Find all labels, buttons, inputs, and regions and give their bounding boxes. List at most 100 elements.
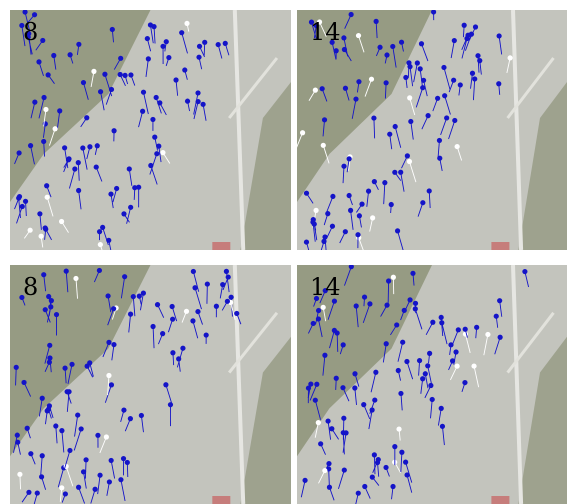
agent — [462, 380, 467, 385]
panel-label: 14 — [310, 273, 341, 301]
agent — [36, 59, 41, 64]
agent — [444, 115, 449, 120]
agent — [304, 191, 309, 196]
agent — [204, 332, 209, 337]
agent — [229, 295, 234, 300]
agent — [20, 204, 25, 209]
agent — [160, 331, 165, 336]
agent — [102, 72, 107, 77]
agent — [75, 412, 80, 417]
agent — [420, 200, 425, 205]
agent — [97, 229, 102, 234]
agent — [442, 93, 447, 98]
agent — [311, 321, 316, 326]
agent — [32, 12, 37, 17]
agent — [15, 433, 20, 438]
agent — [168, 402, 173, 407]
agent — [26, 490, 31, 495]
agent — [109, 382, 114, 387]
agent — [97, 268, 102, 273]
agent — [40, 396, 45, 401]
agent — [205, 281, 210, 286]
agent — [362, 294, 367, 299]
agent — [214, 304, 219, 309]
agent — [154, 151, 159, 156]
agent — [81, 469, 86, 474]
agent — [53, 423, 58, 428]
page: 814814 (() => { const data = JSON.parse(… — [0, 0, 567, 504]
agent — [105, 293, 110, 298]
agent — [439, 315, 444, 320]
agent — [349, 264, 354, 269]
agent — [35, 490, 40, 495]
agent — [419, 41, 424, 46]
agent — [150, 324, 155, 329]
agent — [81, 80, 86, 85]
agent — [28, 143, 33, 148]
agent — [17, 472, 22, 477]
agent — [83, 457, 88, 462]
agent — [362, 484, 367, 489]
agent — [497, 298, 502, 303]
agent — [320, 86, 325, 91]
agent — [334, 48, 339, 53]
agent — [400, 340, 405, 345]
vehicle — [212, 242, 230, 250]
panel — [296, 9, 567, 262]
agent — [372, 397, 377, 402]
vehicle — [491, 496, 509, 504]
agent — [321, 143, 326, 148]
agent — [109, 458, 114, 463]
agent — [341, 35, 346, 40]
agent — [100, 225, 105, 230]
agent — [452, 118, 457, 123]
agent — [154, 95, 159, 100]
agent — [196, 55, 201, 60]
agent — [114, 186, 119, 191]
agent — [347, 193, 352, 198]
agent — [37, 211, 42, 216]
agent — [47, 343, 52, 348]
agent — [475, 53, 480, 58]
agent — [76, 160, 81, 165]
agent — [354, 303, 359, 308]
agent — [43, 307, 48, 312]
trajectory — [374, 455, 375, 474]
agent — [173, 77, 178, 82]
agent — [417, 358, 422, 363]
agent — [370, 215, 375, 220]
agent — [356, 33, 361, 38]
agent — [128, 312, 133, 317]
agent — [40, 38, 45, 43]
agent — [439, 406, 444, 411]
agent — [359, 202, 364, 207]
agent — [470, 71, 475, 76]
agent — [330, 224, 335, 229]
agent — [450, 358, 455, 363]
agent — [341, 416, 346, 421]
agent — [308, 381, 313, 386]
agent — [349, 12, 354, 17]
agent — [41, 139, 46, 144]
agent — [44, 183, 49, 188]
agent — [69, 362, 74, 367]
agent — [155, 302, 160, 307]
agent — [47, 355, 52, 360]
agent — [164, 39, 169, 44]
agent — [407, 95, 412, 100]
agent — [498, 335, 503, 340]
agent — [430, 397, 435, 402]
agent — [356, 79, 361, 84]
agent — [458, 82, 463, 87]
agent — [184, 21, 189, 26]
agent — [59, 428, 64, 433]
agent — [496, 81, 501, 86]
agent — [473, 24, 478, 29]
agent — [140, 109, 145, 114]
agent — [76, 188, 81, 193]
agent — [43, 225, 48, 230]
agent — [348, 208, 353, 213]
agent — [435, 96, 440, 101]
agent — [79, 426, 84, 431]
agent — [398, 170, 403, 175]
